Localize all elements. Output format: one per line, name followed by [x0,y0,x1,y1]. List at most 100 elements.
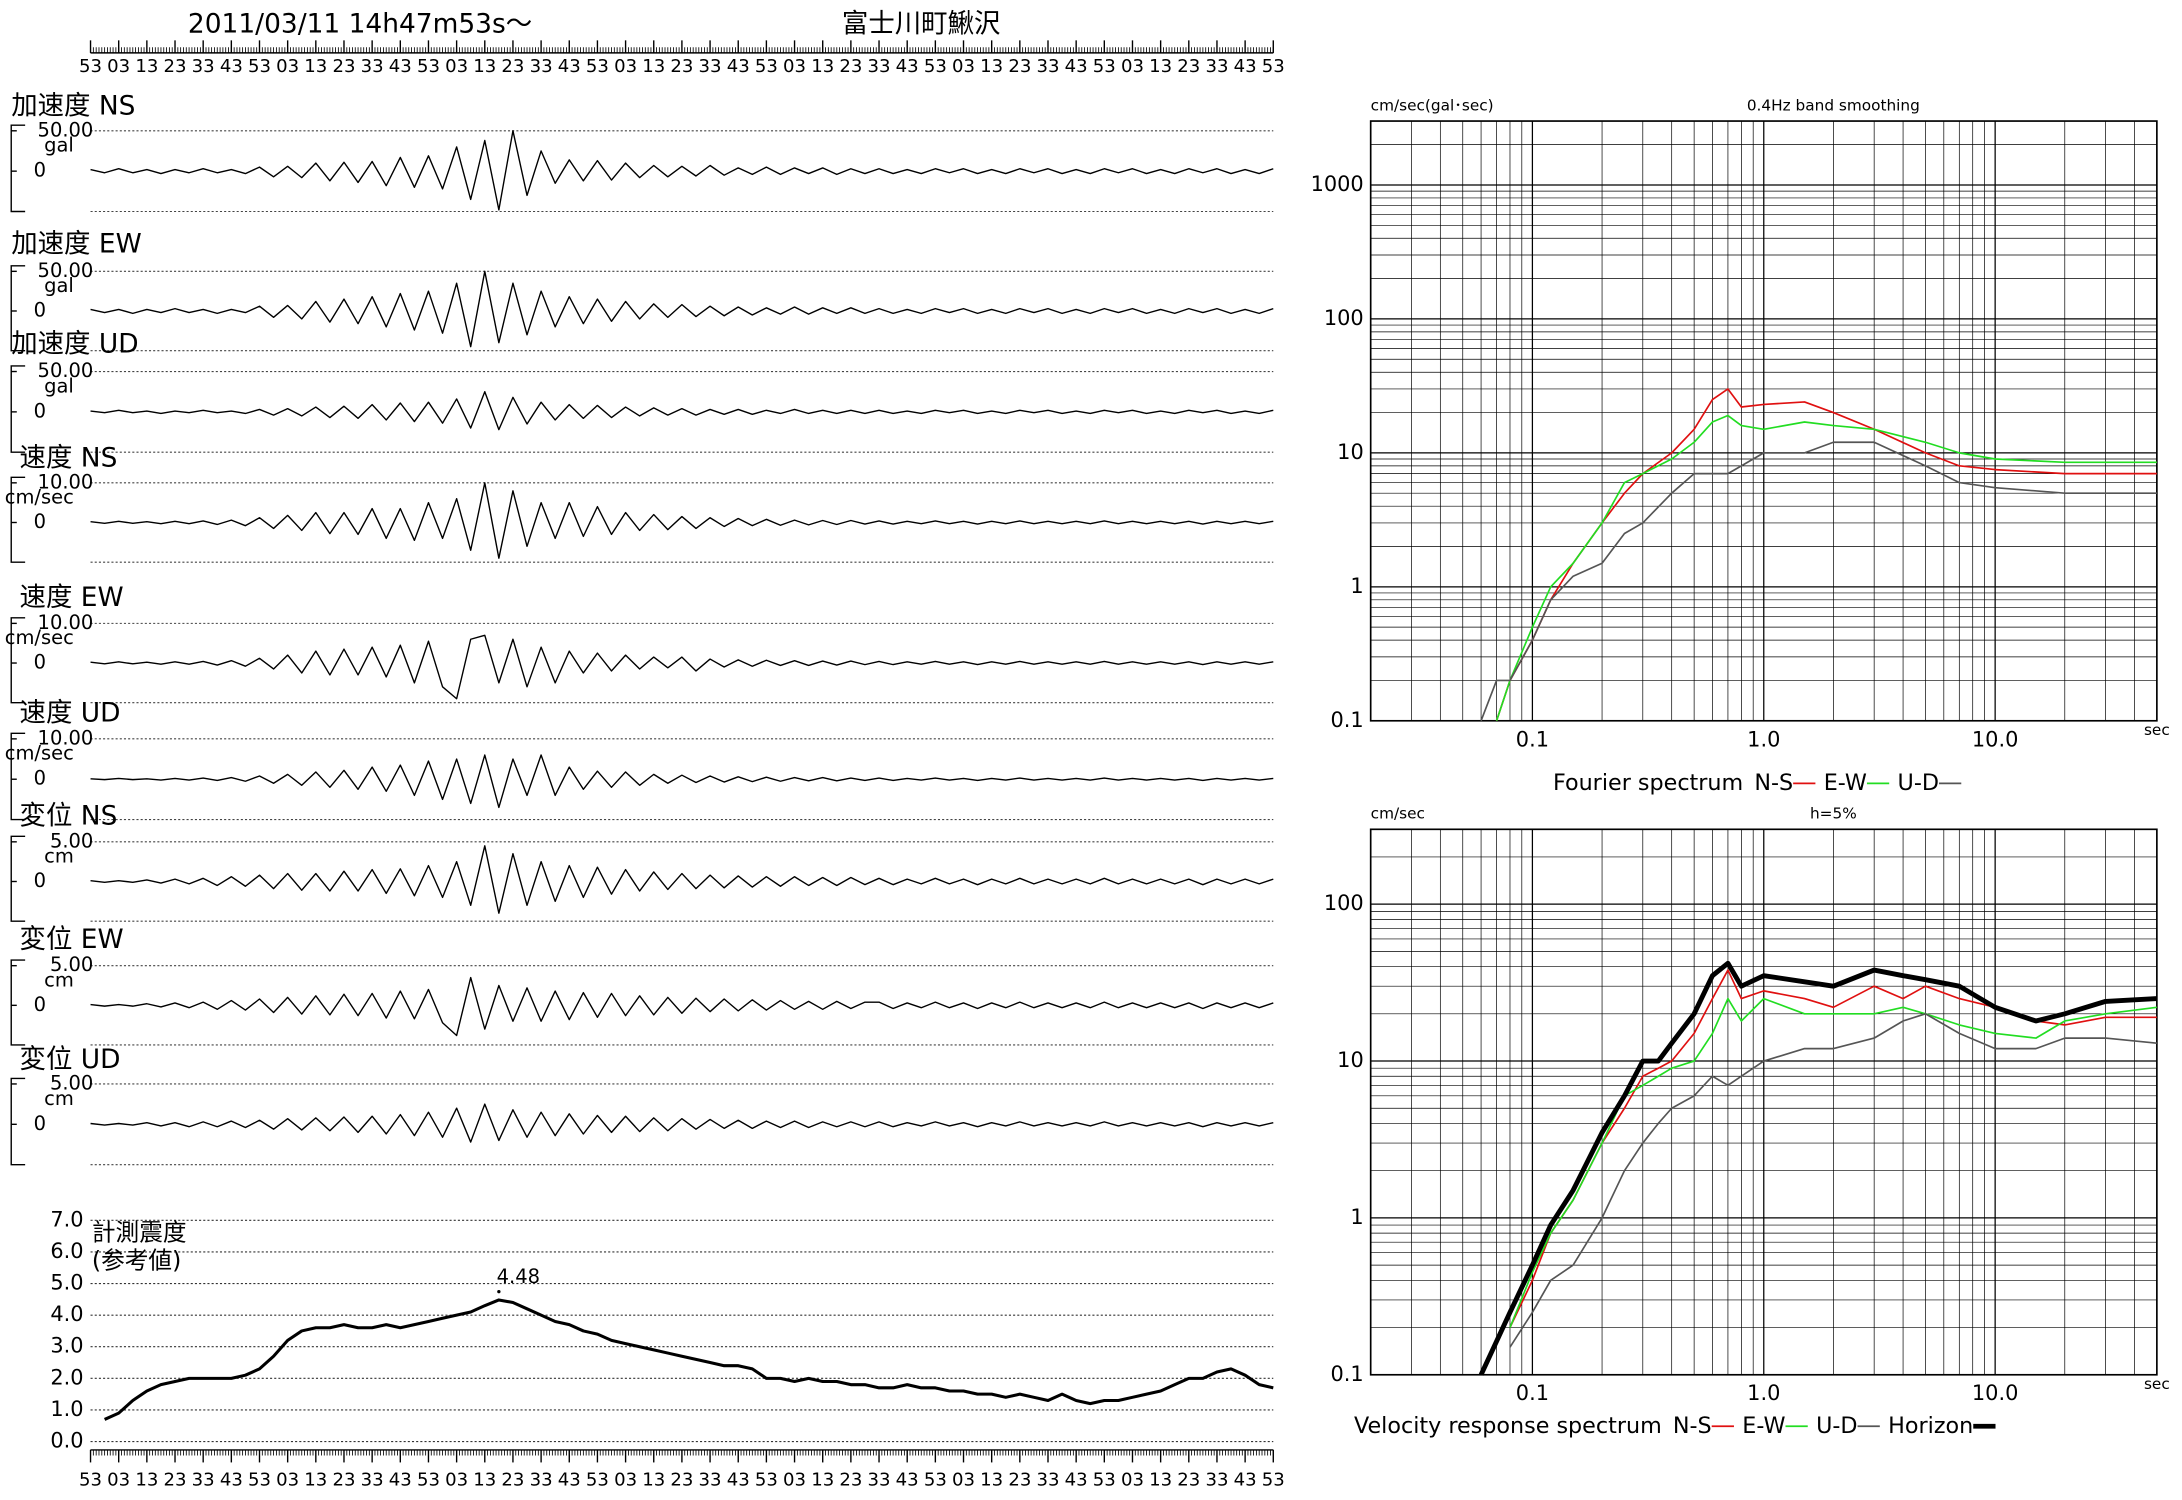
time-tick-label: 13 [811,56,834,77]
time-tick-label: 53 [79,56,102,77]
y-tick-label: 1000 [1311,172,1364,196]
time-tick-label: 43 [727,1470,750,1491]
panel-tick-label: 5.00 [50,829,93,852]
time-tick-label: 23 [501,1470,524,1491]
time-tick-label: 13 [980,56,1003,77]
time-tick-label: 43 [1234,56,1257,77]
panel-tick-label: 0 [34,993,46,1016]
panel-tick-label: 5.00 [50,953,93,976]
time-tick-label: 53 [417,56,440,77]
time-tick-label: 23 [670,1470,693,1491]
plot-title: h=5% [1810,805,1857,823]
time-tick-label: 13 [473,1470,496,1491]
panel-bracket [10,732,26,821]
time-tick-label: 03 [107,56,130,77]
x-tick-label: 10.0 [1972,1381,2018,1405]
waveform-trace [90,482,1274,559]
time-tick-label: 23 [839,1470,862,1491]
panel-unit: cm/sec [5,486,74,509]
y-tick-label: 1.0 [50,1397,83,1421]
panel-tick-label: 0 [34,159,46,182]
panel-unit: cm/sec [5,626,74,649]
y-tick-label: 10 [1337,1048,1364,1072]
time-tick-label: 43 [1234,1470,1257,1491]
time-tick-label: 43 [727,56,750,77]
time-tick-label: 33 [868,1470,891,1491]
waveform-trace [90,270,1274,348]
spectrum-line [1480,441,2157,722]
time-tick-label: 13 [642,56,665,77]
time-tick-label: 33 [192,1470,215,1491]
panel-bracket [10,124,26,213]
time-tick-label: 03 [614,56,637,77]
time-tick-label: 23 [1177,56,1200,77]
time-tick-label: 33 [699,1470,722,1491]
time-tick-label: 33 [530,1470,553,1491]
legend-label: U-D [1898,770,1939,796]
panel-tick-label: 50.00 [38,118,94,141]
time-tick-label: 03 [276,1470,299,1491]
spectrum-line [1509,997,2157,1328]
y-tick-label: 0.0 [50,1429,83,1453]
intensity-title: 計測震度 [92,1219,187,1247]
time-tick-label: 03 [783,1470,806,1491]
y-tick-label: 1 [1350,1205,1363,1229]
time-tick-label: 53 [1262,56,1285,77]
panel-title: 速度 EW [20,582,124,613]
y-tick-label: 4.0 [50,1302,83,1326]
time-tick-label: 13 [473,56,496,77]
panel-tick-label: 0 [34,869,46,892]
y-tick-label: 0.1 [1331,1362,1364,1386]
panel-tick-label: 0 [34,767,46,790]
time-tick-label: 03 [276,56,299,77]
time-tick-label: 23 [164,56,187,77]
waveform-trace [90,130,1274,211]
panel-bracket [10,835,26,922]
time-tick-label: 33 [1036,56,1059,77]
time-tick-label: 43 [558,56,581,77]
x-tick-label: 1.0 [1747,1381,1780,1405]
panel-tick-label: 10.00 [38,470,94,493]
panel-tick-label: 0 [34,1112,46,1135]
time-tick-label: 33 [530,56,553,77]
time-tick-label: 43 [1065,1470,1088,1491]
legend-label: Horizon [1888,1413,1973,1439]
y-tick-label: 10 [1337,440,1364,464]
x-axis-label: sec [2144,1375,2170,1393]
time-tick-label: 13 [1149,56,1172,77]
time-tick-label: 03 [445,56,468,77]
panel-bracket [10,265,26,352]
y-tick-label: 6.0 [50,1239,83,1263]
time-tick-label: 33 [361,56,384,77]
time-tick-label: 53 [248,56,271,77]
y-tick-label: 0.1 [1331,708,1364,732]
waveform-trace [90,391,1274,431]
station-name: 富士川町鰍沢 [842,9,1001,40]
legend-title: Fourier spectrum [1553,770,1743,796]
time-tick-label: 23 [332,1470,355,1491]
panel-tick-label: 50.00 [38,259,94,282]
legend-label: N-S [1754,770,1793,796]
x-tick-label: 0.1 [1516,1381,1549,1405]
panel-tick-label: 50.00 [38,359,94,382]
legend-label: N-S [1673,1413,1712,1439]
intensity-subtitle: (参考値) [92,1247,181,1275]
time-tick-label: 53 [79,1470,102,1491]
y-tick-label: 5.0 [50,1271,83,1295]
time-tick-label: 53 [1262,1470,1285,1491]
waveform-trace [90,754,1274,809]
time-tick-label: 43 [389,1470,412,1491]
time-tick-label: 33 [361,1470,384,1491]
spectrum-line [1495,388,2157,722]
time-tick-label: 33 [1036,1470,1059,1491]
time-tick-label: 03 [1121,56,1144,77]
time-tick-label: 33 [868,56,891,77]
time-tick-label: 43 [558,1470,581,1491]
panel-tick-label: 0 [34,651,46,674]
panel-bracket [10,617,26,704]
panel-unit: gal [44,374,74,397]
time-tick-label: 33 [1205,56,1228,77]
plot-title: 0.4Hz band smoothing [1747,96,1920,114]
panel-unit: cm [44,1087,74,1110]
annotation: 4.48 [497,1265,540,1288]
